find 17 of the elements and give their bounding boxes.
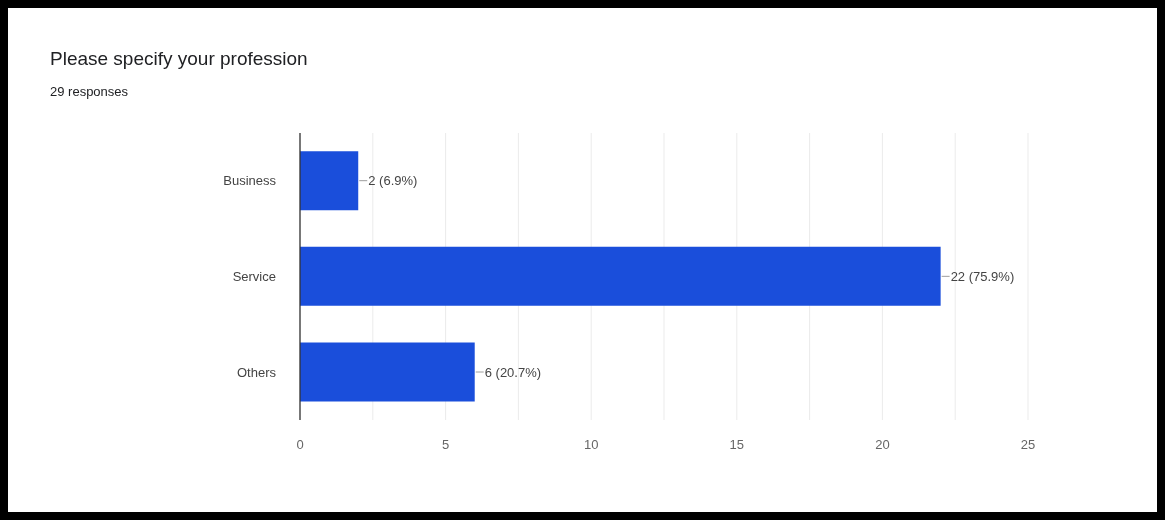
bar [300, 246, 941, 306]
x-tick-label: 25 [1020, 437, 1036, 453]
x-tick-label: 0 [296, 437, 304, 453]
x-tick-label: 15 [729, 437, 745, 453]
data-label: 6 (20.7%) [484, 364, 542, 380]
data-label: 22 (75.9%) [950, 268, 1015, 284]
text: 29 responses [50, 84, 129, 99]
bar [300, 342, 475, 402]
y-tick-label: Business [223, 173, 277, 189]
x-tick-label: 20 [875, 437, 890, 453]
chart-title: Please specify your profession [50, 48, 308, 69]
data-label: 2 (6.9%) [368, 173, 418, 189]
x-tick-label: 5 [441, 437, 450, 453]
bar [300, 151, 359, 211]
x-tick-label: 10 [583, 437, 599, 453]
y-tick-label: Service [232, 269, 276, 285]
y-tick-label: Others [236, 364, 277, 380]
